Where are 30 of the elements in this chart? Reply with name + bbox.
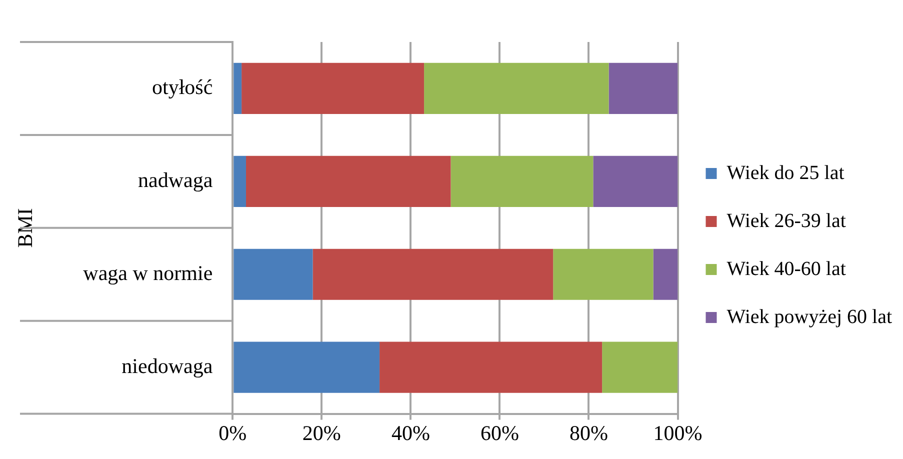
bar — [602, 342, 678, 393]
bar — [234, 62, 242, 114]
x-tick-label: 40% — [391, 420, 430, 445]
bar — [424, 62, 609, 114]
legend-label: Wiek 40-60 lat — [726, 258, 846, 280]
bar — [553, 248, 654, 300]
x-tick-label: 80% — [569, 420, 608, 445]
bar — [242, 62, 424, 114]
y-tick-label: waga w normie — [83, 260, 213, 285]
x-tick-label: 100% — [653, 420, 702, 445]
legend-label: Wiek powyżej 60 lat — [726, 306, 892, 328]
bar — [450, 156, 594, 207]
bar — [608, 62, 678, 114]
y-axis-title: BMI — [13, 208, 38, 248]
bar — [380, 342, 602, 393]
y-tick-label: otyłość — [152, 74, 213, 99]
bar — [653, 248, 678, 300]
bar — [312, 248, 554, 300]
bar — [234, 342, 380, 393]
x-tick-label: 0% — [218, 420, 247, 445]
bar — [593, 156, 678, 207]
y-tick-label: nadwaga — [138, 168, 214, 192]
y-tick-label: niedowaga — [122, 354, 214, 378]
bar — [234, 248, 313, 300]
x-tick-label: 60% — [480, 420, 519, 445]
bar — [234, 156, 246, 207]
bar — [246, 156, 451, 207]
legend-label: Wiek do 25 lat — [726, 162, 845, 184]
x-tick-label: 20% — [302, 420, 341, 445]
legend-label: Wiek 26-39 lat — [726, 210, 846, 232]
